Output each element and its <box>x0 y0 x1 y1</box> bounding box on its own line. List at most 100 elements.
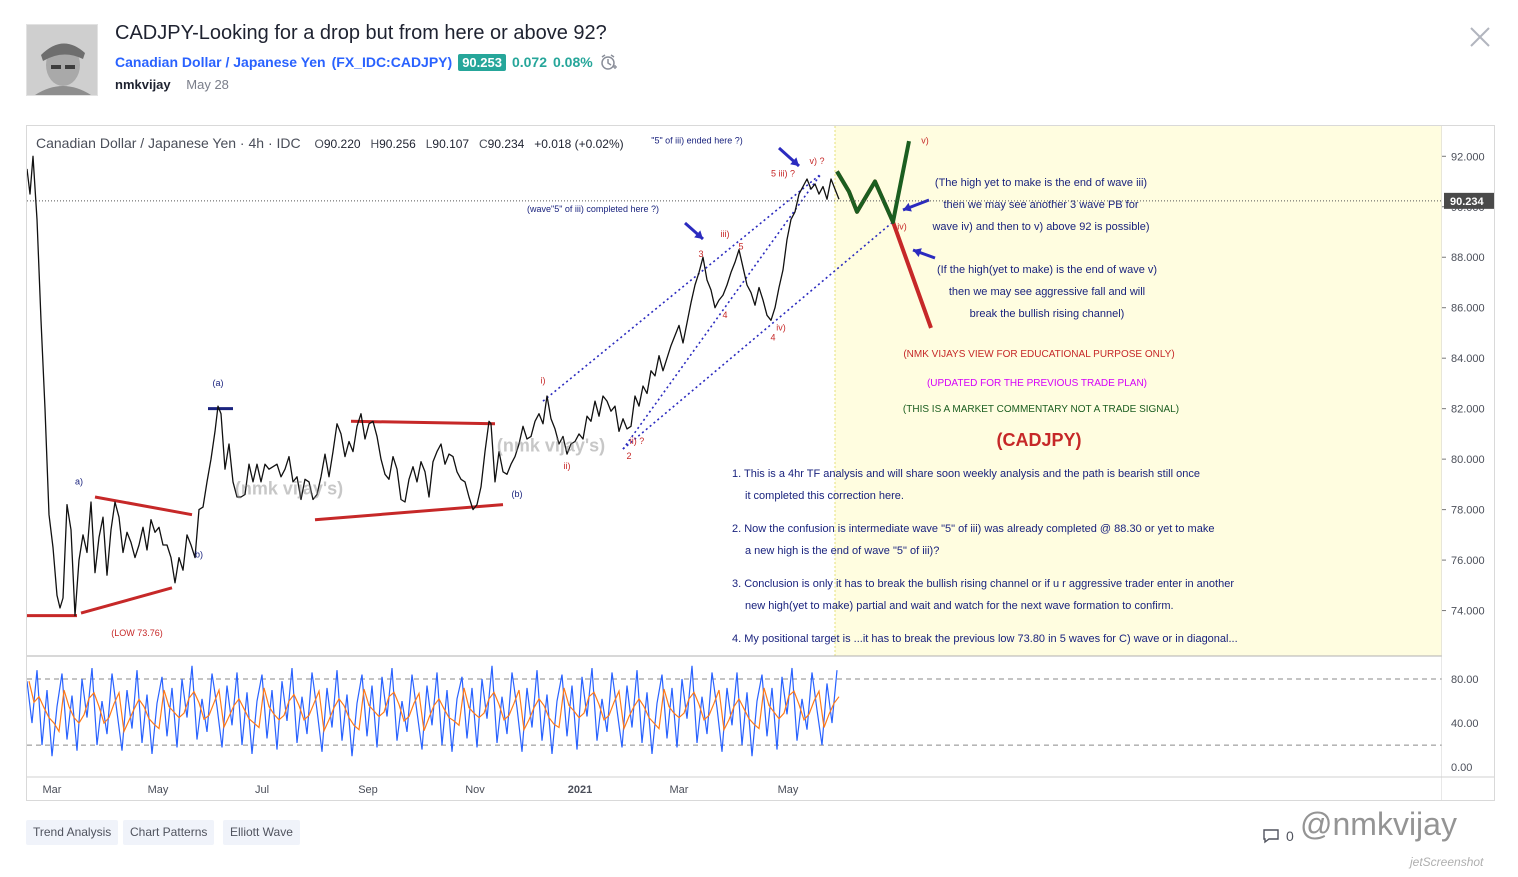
time-tick-label: Nov <box>465 784 485 796</box>
osc-k-line <box>27 665 838 757</box>
price-change-pct: 0.08% <box>553 54 593 70</box>
author-line: nmkvijay May 28 <box>115 77 229 92</box>
wave-label: (b) <box>512 489 523 499</box>
close-icon <box>1470 27 1490 47</box>
osc-tick-label: 40.00 <box>1451 718 1479 730</box>
wave-labels: (a) a) b) (LOW 73.76) (b) ii) i) 2 ii) ? 3 iii) 5 4 4… <box>75 136 929 638</box>
time-axis[interactable]: Mar May Jul Sep Nov 2021 Mar May <box>27 776 1495 796</box>
osc-d-line <box>28 681 840 734</box>
channel-line-2 <box>622 173 822 450</box>
oscillator-axis[interactable]: 80.00 40.00 0.00 <box>1451 674 1479 774</box>
price-tick-label: 84.000 <box>1451 353 1485 365</box>
wave-label: (wave"5" of iii) completed here ?) <box>527 204 659 214</box>
wave-label: 4 <box>722 310 727 320</box>
projection-area <box>835 126 1442 656</box>
wave-label: "5" of iii) ended here ?) <box>651 136 742 146</box>
pattern-line-0 <box>94 495 193 517</box>
price-tick-label: 82.000 <box>1451 404 1485 416</box>
symbol-name[interactable]: Canadian Dollar / Japanese Yen <box>115 54 326 70</box>
pattern-line-1 <box>80 586 173 615</box>
analysis-note: 4. My positional target is ...it has to … <box>732 633 1238 645</box>
avatar[interactable] <box>26 24 98 96</box>
wave-label: 3 <box>698 249 703 259</box>
wave-label: (nmk vijay's) <box>235 478 343 498</box>
tag-trend-analysis[interactable]: Trend Analysis <box>26 820 119 845</box>
legend-low: 90.107 <box>432 137 469 151</box>
wave-label: (LOW 73.76) <box>111 628 163 638</box>
analysis-note: break the bullish rising channel) <box>970 308 1125 320</box>
wave-label: 5 <box>738 242 743 252</box>
comment-count: 0 <box>1286 828 1294 844</box>
symbol-code[interactable]: (FX_IDC:CADJPY) <box>331 54 453 70</box>
time-tick-label: May <box>778 784 799 796</box>
tag-chart-patterns[interactable]: Chart Patterns <box>123 820 215 845</box>
price-change: 0.072 <box>511 54 547 70</box>
oscillator-panel <box>27 665 1442 757</box>
wave-label: ii) <box>564 461 571 471</box>
analysis-note: (THIS IS A MARKET COMMENTARY NOT A TRADE… <box>903 404 1179 415</box>
time-tick-label: Mar <box>670 784 689 796</box>
publish-date: May 28 <box>186 77 229 92</box>
price-tick-label: 76.000 <box>1451 555 1485 567</box>
arrow-head-2 <box>903 202 912 212</box>
time-tick-label: Mar <box>43 784 62 796</box>
wave-label: ii) ? <box>630 436 645 446</box>
wave-label: v) ? <box>809 156 824 166</box>
analysis-note: (The high yet to make is the end of wave… <box>935 177 1147 189</box>
price-axis-bg <box>1442 126 1494 800</box>
analysis-note: 1. This is a 4hr TF analysis and will sh… <box>732 468 1200 480</box>
rising-channel-lines <box>542 173 894 450</box>
time-tick-label: Jul <box>255 784 269 796</box>
arrow-head-3 <box>913 248 922 257</box>
osc-tick-label: 80.00 <box>1451 674 1479 686</box>
price-axis[interactable]: 92.00090.00088.00086.00084.00082.00080.0… <box>1442 126 1495 801</box>
channel-line-1 <box>622 221 894 450</box>
wave-label: (nmk vijay's) <box>497 436 605 456</box>
analysis-note: new high(yet to make) partial and wait a… <box>745 600 1174 612</box>
wave-label: v) <box>921 136 929 146</box>
arrow-head-0 <box>790 157 799 166</box>
price-badge: 90.253 <box>458 53 506 71</box>
avatar-image <box>27 25 97 95</box>
analysis-note: 3. Conclusion is only it has to break th… <box>732 578 1234 590</box>
analysis-notes: (The high yet to make is the end of wave… <box>732 177 1238 645</box>
wave-label: iv) <box>897 221 907 231</box>
pattern-line-3 <box>350 419 496 426</box>
wave-label: iv) <box>776 322 786 332</box>
time-tick-label: May <box>148 784 169 796</box>
time-tick-label: 2021 <box>568 784 592 796</box>
wave-label: iii) <box>721 229 730 239</box>
wave-label: 2 <box>626 451 631 461</box>
wave-label: (a) <box>213 378 224 388</box>
author-name[interactable]: nmkvijay <box>115 77 171 92</box>
wave-label: i) <box>541 375 546 385</box>
post-actions: 0 <box>1262 828 1294 844</box>
price-series-line <box>27 155 840 617</box>
symbol-line: Canadian Dollar / Japanese Yen (FX_IDC:C… <box>115 53 619 71</box>
price-tick-label: 74.000 <box>1451 606 1485 618</box>
osc-tick-label: 0.00 <box>1451 762 1472 774</box>
alarm-clock-icon[interactable] <box>599 53 619 71</box>
price-tick-label: 86.000 <box>1451 303 1485 315</box>
analysis-note: a new high is the end of wave "5" of iii… <box>745 545 939 557</box>
post-title: CADJPY-Looking for a drop but from here … <box>115 22 607 44</box>
legend-symbol: Canadian Dollar / Japanese Yen · 4h · ID… <box>36 135 301 151</box>
wave-label: 4 <box>770 333 775 343</box>
analysis-note: then we may see another 3 wave PB for <box>943 199 1138 211</box>
price-chart[interactable]: (a) a) b) (LOW 73.76) (b) ii) i) 2 ii) ? 3 iii) 5 4 4… <box>27 126 1495 801</box>
price-tick-label: 92.000 <box>1451 151 1485 163</box>
tag-elliott-wave[interactable]: Elliott Wave <box>223 820 300 845</box>
annotation-arrows <box>684 146 936 260</box>
close-button[interactable] <box>1467 24 1493 50</box>
arrow-head-1 <box>694 230 703 239</box>
legend-high: 90.256 <box>379 137 416 151</box>
projection-paths <box>835 140 933 329</box>
chart-frame[interactable]: (a) a) b) (LOW 73.76) (b) ii) i) 2 ii) ? 3 iii) 5 4 4… <box>26 125 1495 801</box>
legend-open: 90.220 <box>324 137 361 151</box>
analysis-note: (If the high(yet to make) is the end of … <box>937 264 1157 276</box>
comment-icon[interactable] <box>1262 828 1280 844</box>
last-price-label: 90.234 <box>1450 196 1485 208</box>
triangle-pattern-lines <box>27 407 504 618</box>
legend-change: +0.018 (+0.02%) <box>534 137 623 151</box>
projection-path-bull <box>835 140 911 224</box>
